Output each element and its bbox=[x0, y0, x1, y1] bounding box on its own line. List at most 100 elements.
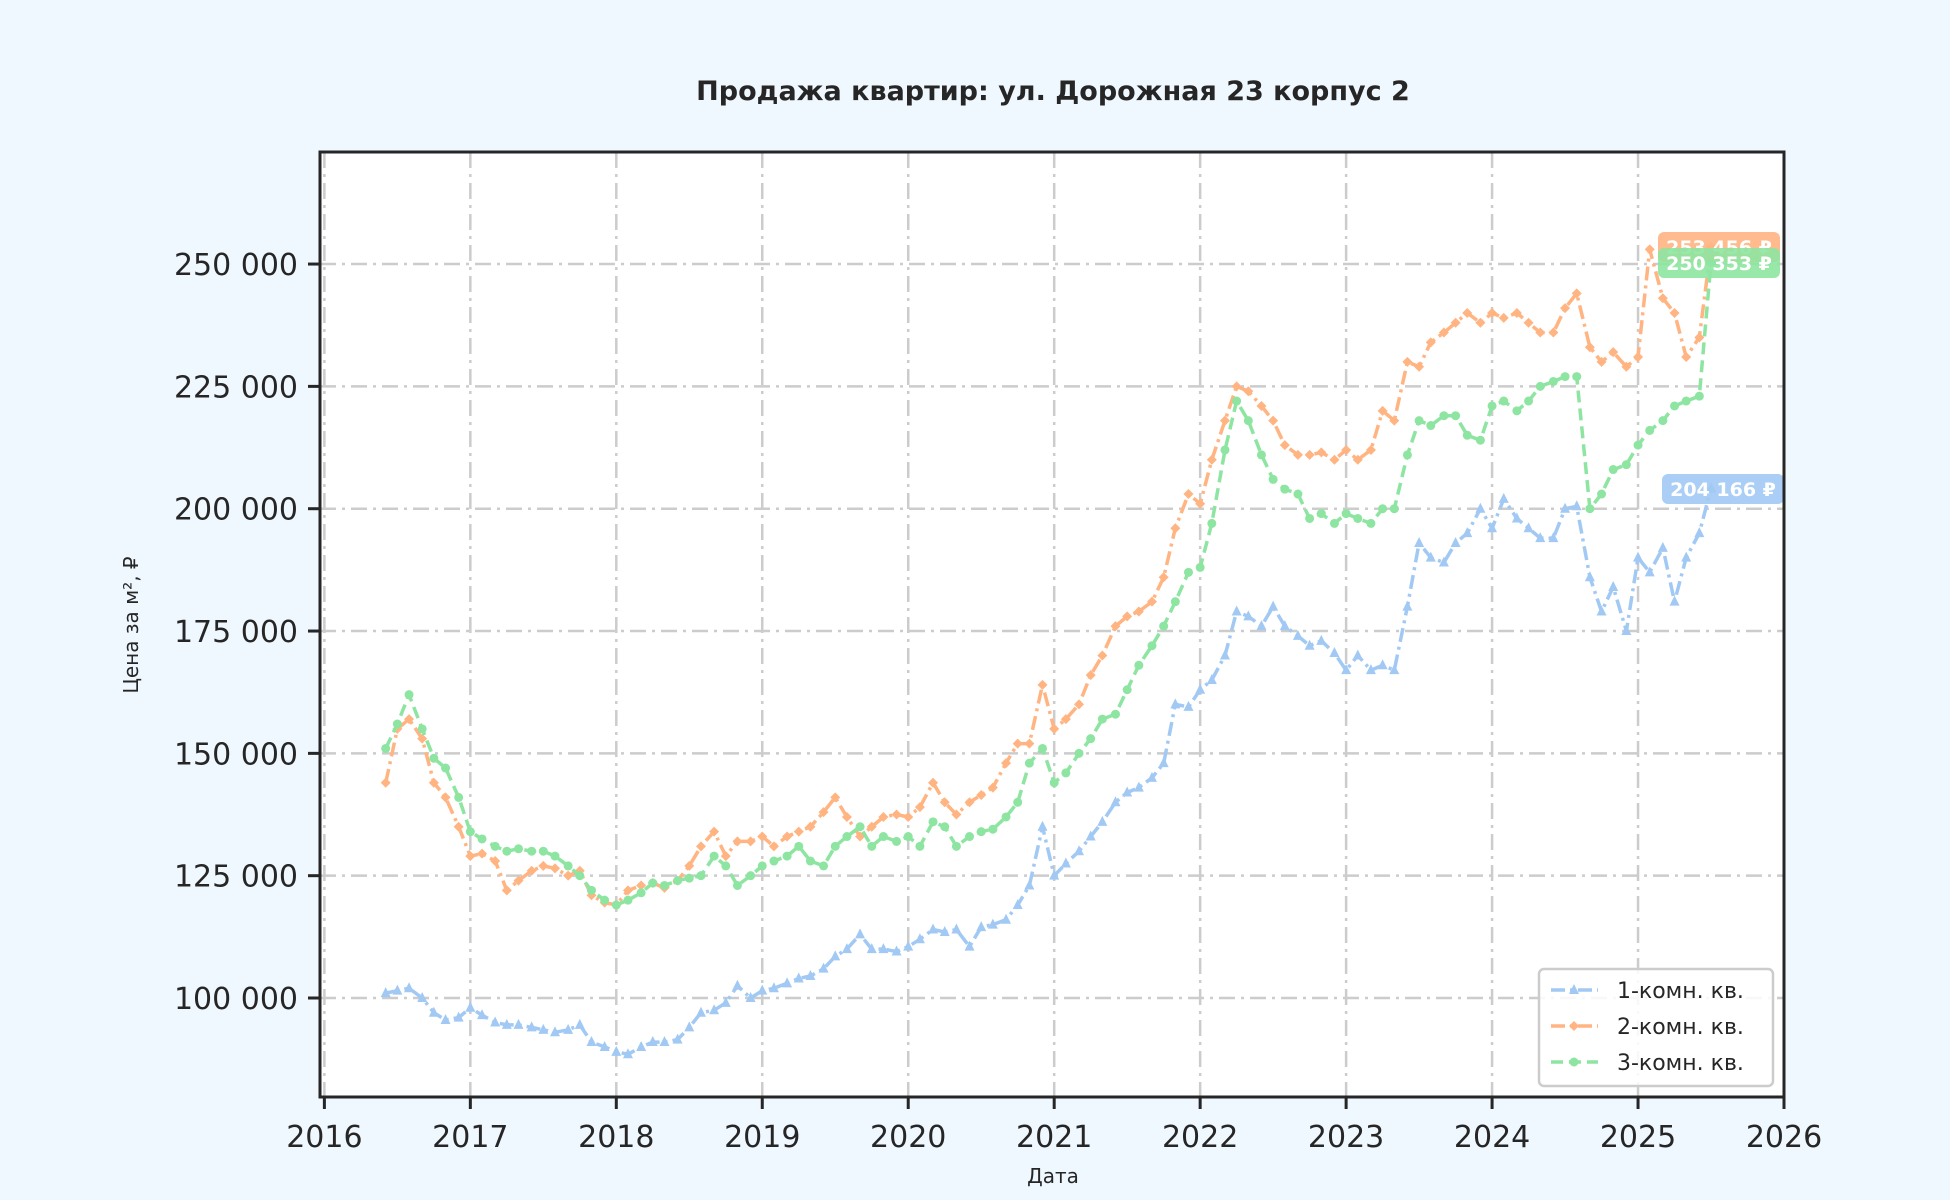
data-point bbox=[1378, 504, 1388, 514]
data-point bbox=[1074, 699, 1085, 710]
data-point bbox=[1569, 984, 1579, 994]
data-point bbox=[1206, 454, 1217, 465]
data-point bbox=[1658, 416, 1668, 426]
data-point bbox=[746, 871, 756, 881]
data-point bbox=[1183, 700, 1194, 711]
data-point bbox=[1498, 492, 1509, 503]
data-point bbox=[1657, 293, 1668, 304]
data-point bbox=[867, 841, 877, 851]
data-point bbox=[1061, 768, 1071, 778]
data-point bbox=[878, 832, 888, 842]
data-point bbox=[1694, 527, 1705, 538]
data-point bbox=[1608, 580, 1619, 591]
data-point bbox=[611, 900, 621, 910]
data-point bbox=[1268, 415, 1279, 426]
y-tick-label: 200 000 bbox=[174, 493, 298, 528]
data-point bbox=[1329, 454, 1340, 465]
data-point bbox=[1681, 396, 1691, 406]
data-point bbox=[1584, 342, 1595, 353]
data-point bbox=[1645, 425, 1655, 435]
data-point bbox=[1292, 449, 1303, 460]
data-point bbox=[1110, 621, 1121, 632]
data-point bbox=[720, 851, 731, 862]
data-point bbox=[404, 690, 414, 700]
data-point bbox=[600, 895, 610, 905]
data-point bbox=[1158, 572, 1169, 583]
data-point bbox=[1134, 660, 1144, 670]
data-point bbox=[465, 851, 476, 862]
data-point bbox=[1414, 361, 1425, 372]
data-point bbox=[1316, 447, 1327, 458]
data-point bbox=[892, 836, 902, 846]
data-point bbox=[1425, 551, 1436, 562]
data-point bbox=[1439, 411, 1449, 421]
data-point bbox=[1024, 758, 1034, 768]
data-point bbox=[1462, 430, 1472, 440]
data-point bbox=[1402, 356, 1413, 367]
data-point bbox=[1597, 489, 1607, 499]
legend: 1-комн. кв. 2-комн. кв. 3-комн. кв. bbox=[1537, 967, 1775, 1088]
data-point bbox=[1487, 401, 1497, 411]
legend-label: 1-комн. кв. bbox=[1617, 979, 1744, 1004]
data-point bbox=[721, 861, 731, 871]
plot-frame bbox=[318, 150, 1786, 1099]
x-tick-label: 2026 bbox=[1746, 1120, 1822, 1155]
data-point bbox=[1512, 406, 1522, 416]
data-point bbox=[575, 871, 585, 881]
data-point bbox=[1024, 879, 1035, 890]
data-point bbox=[417, 733, 428, 744]
data-point bbox=[1584, 571, 1595, 582]
data-point bbox=[672, 1033, 683, 1044]
data-point bbox=[1012, 738, 1023, 749]
data-point bbox=[1060, 714, 1071, 725]
y-axis: 100 000 125 000 150 000 175 000 200 000 225 0… bbox=[174, 248, 320, 1017]
y-tick-label: 125 000 bbox=[174, 860, 298, 895]
data-point bbox=[782, 831, 793, 842]
data-point bbox=[1402, 600, 1413, 611]
data-point bbox=[586, 1036, 597, 1047]
data-point bbox=[440, 1014, 451, 1025]
annotation-text: 250 353 ₽ bbox=[1666, 253, 1772, 275]
data-point bbox=[878, 943, 889, 954]
data-point bbox=[1049, 869, 1060, 880]
data-point bbox=[1207, 518, 1217, 528]
data-point bbox=[1110, 796, 1121, 807]
data-point bbox=[441, 763, 451, 773]
data-point bbox=[453, 1011, 464, 1022]
data-point bbox=[1170, 597, 1180, 607]
data-point bbox=[526, 865, 537, 876]
data-point bbox=[1438, 327, 1449, 338]
data-point bbox=[1475, 435, 1485, 445]
data-point bbox=[501, 885, 512, 896]
data-point bbox=[1085, 830, 1096, 841]
data-point bbox=[1353, 513, 1363, 523]
data-point bbox=[1633, 352, 1644, 363]
data-point bbox=[976, 921, 987, 932]
data-point bbox=[1074, 845, 1085, 856]
data-point bbox=[622, 885, 633, 896]
data-point bbox=[891, 809, 902, 820]
annotation-box bbox=[1662, 474, 1784, 504]
data-point bbox=[1548, 327, 1559, 338]
data-point bbox=[1206, 673, 1217, 684]
data-point bbox=[1231, 605, 1242, 616]
data-point bbox=[1243, 610, 1254, 621]
x-tick-label: 2020 bbox=[870, 1120, 946, 1155]
y-tick-label: 225 000 bbox=[174, 370, 298, 405]
data-point bbox=[417, 724, 427, 734]
data-point bbox=[976, 827, 986, 837]
data-point bbox=[636, 880, 647, 891]
data-point bbox=[1644, 244, 1655, 255]
legend-box bbox=[1537, 967, 1775, 1088]
legend-label: 3-комн. кв. bbox=[1617, 1051, 1744, 1076]
data-point bbox=[1548, 532, 1559, 543]
data-point bbox=[1524, 396, 1534, 406]
data-point bbox=[1389, 664, 1400, 675]
data-point bbox=[1146, 596, 1157, 607]
data-point bbox=[440, 792, 451, 803]
data-point bbox=[673, 876, 683, 886]
data-point bbox=[745, 836, 756, 847]
data-point bbox=[709, 826, 720, 837]
data-point bbox=[1097, 714, 1107, 724]
data-point bbox=[1158, 757, 1169, 768]
